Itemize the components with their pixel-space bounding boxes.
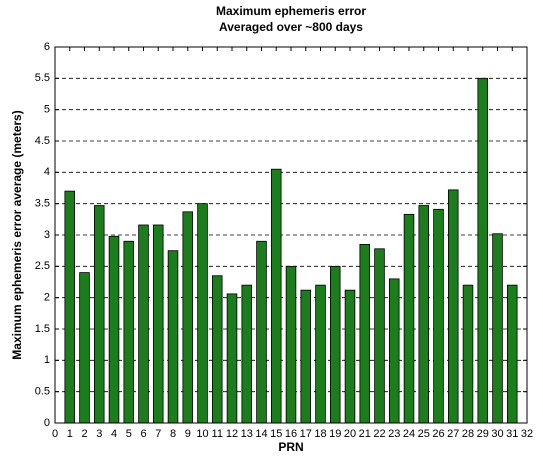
bar <box>226 293 238 424</box>
bar <box>388 278 400 424</box>
plot-frame <box>54 46 528 424</box>
x-tick-label: 15 <box>270 428 282 440</box>
x-tick-label: 23 <box>388 428 400 440</box>
bar <box>211 275 223 424</box>
x-tick-label: 2 <box>81 428 87 440</box>
bar <box>447 189 459 424</box>
chart-title: Maximum ephemeris error <box>216 4 366 18</box>
x-tick-label: 1 <box>67 428 73 440</box>
x-tick-label: 10 <box>196 428 208 440</box>
x-tick-label: 27 <box>447 428 459 440</box>
x-tick-label: 20 <box>344 428 356 440</box>
bar <box>270 168 282 424</box>
bar <box>433 208 444 424</box>
bar <box>256 240 267 424</box>
x-tick-label: 16 <box>285 428 297 440</box>
bar <box>79 272 90 424</box>
y-tick-label: 6 <box>44 41 50 53</box>
bar <box>403 213 415 424</box>
x-axis-label: PRN <box>278 440 303 454</box>
bar <box>418 205 430 424</box>
bar <box>300 289 312 424</box>
x-tick-label: 4 <box>111 428 117 440</box>
x-tick-label: 6 <box>140 428 146 440</box>
x-tick-label: 9 <box>185 428 191 440</box>
x-tick-label: 29 <box>477 428 489 440</box>
bar <box>123 240 135 424</box>
y-tick-label: 2.5 <box>35 260 50 272</box>
bar <box>477 77 489 424</box>
x-tick-label: 25 <box>418 428 430 440</box>
x-tick-label: 13 <box>241 428 253 440</box>
x-tick-label: 22 <box>373 428 385 440</box>
x-tick-label: 19 <box>329 428 341 440</box>
bar <box>329 265 341 424</box>
x-tick-label: 7 <box>155 428 161 440</box>
bar <box>167 250 179 424</box>
y-tick-label: 1 <box>44 354 50 366</box>
x-tick-label: 28 <box>462 428 474 440</box>
x-tick-label: 26 <box>432 428 444 440</box>
y-tick-label: 2 <box>44 292 50 304</box>
x-tick-label: 30 <box>491 428 503 440</box>
bar <box>108 235 120 424</box>
x-tick-label: 14 <box>255 428 267 440</box>
y-tick-label: 5 <box>44 104 50 116</box>
bar <box>182 211 194 424</box>
y-tick-label: 4 <box>44 166 50 178</box>
x-tick-label: 24 <box>403 428 415 440</box>
bar <box>462 284 474 424</box>
y-axis-label: Maximum ephemeris error average (meters) <box>10 110 24 359</box>
bar <box>93 205 105 424</box>
x-tick-label: 32 <box>521 428 533 440</box>
x-tick-label: 0 <box>52 428 58 440</box>
bar <box>315 284 326 424</box>
x-tick-label: 18 <box>314 428 326 440</box>
y-tick-label: 3 <box>44 229 50 241</box>
chart-subtitle: Averaged over ~800 days <box>219 20 363 34</box>
x-tick-label: 11 <box>212 428 223 440</box>
bar <box>138 224 149 424</box>
bar <box>344 289 356 424</box>
bar <box>506 284 518 424</box>
bar <box>152 224 164 424</box>
bar <box>241 284 253 424</box>
bar <box>492 233 503 424</box>
bar <box>64 190 76 424</box>
y-tick-label: 0 <box>44 417 50 429</box>
y-tick-label: 4.5 <box>35 135 50 147</box>
x-tick-label: 5 <box>126 428 132 440</box>
bar <box>374 248 385 424</box>
bar <box>285 265 297 424</box>
x-tick-label: 21 <box>359 428 371 440</box>
x-tick-label: 8 <box>170 428 176 440</box>
y-tick-label: 0.5 <box>35 386 50 398</box>
y-tick-label: 5.5 <box>35 72 50 84</box>
x-tick-label: 12 <box>226 428 238 440</box>
x-tick-label: 17 <box>300 428 312 440</box>
x-tick-label: 3 <box>96 428 102 440</box>
x-tick-label: 31 <box>506 428 518 440</box>
bar <box>359 243 371 424</box>
y-tick-label: 1.5 <box>35 323 50 335</box>
y-tick-label: 3.5 <box>35 198 50 210</box>
bar <box>197 203 208 424</box>
